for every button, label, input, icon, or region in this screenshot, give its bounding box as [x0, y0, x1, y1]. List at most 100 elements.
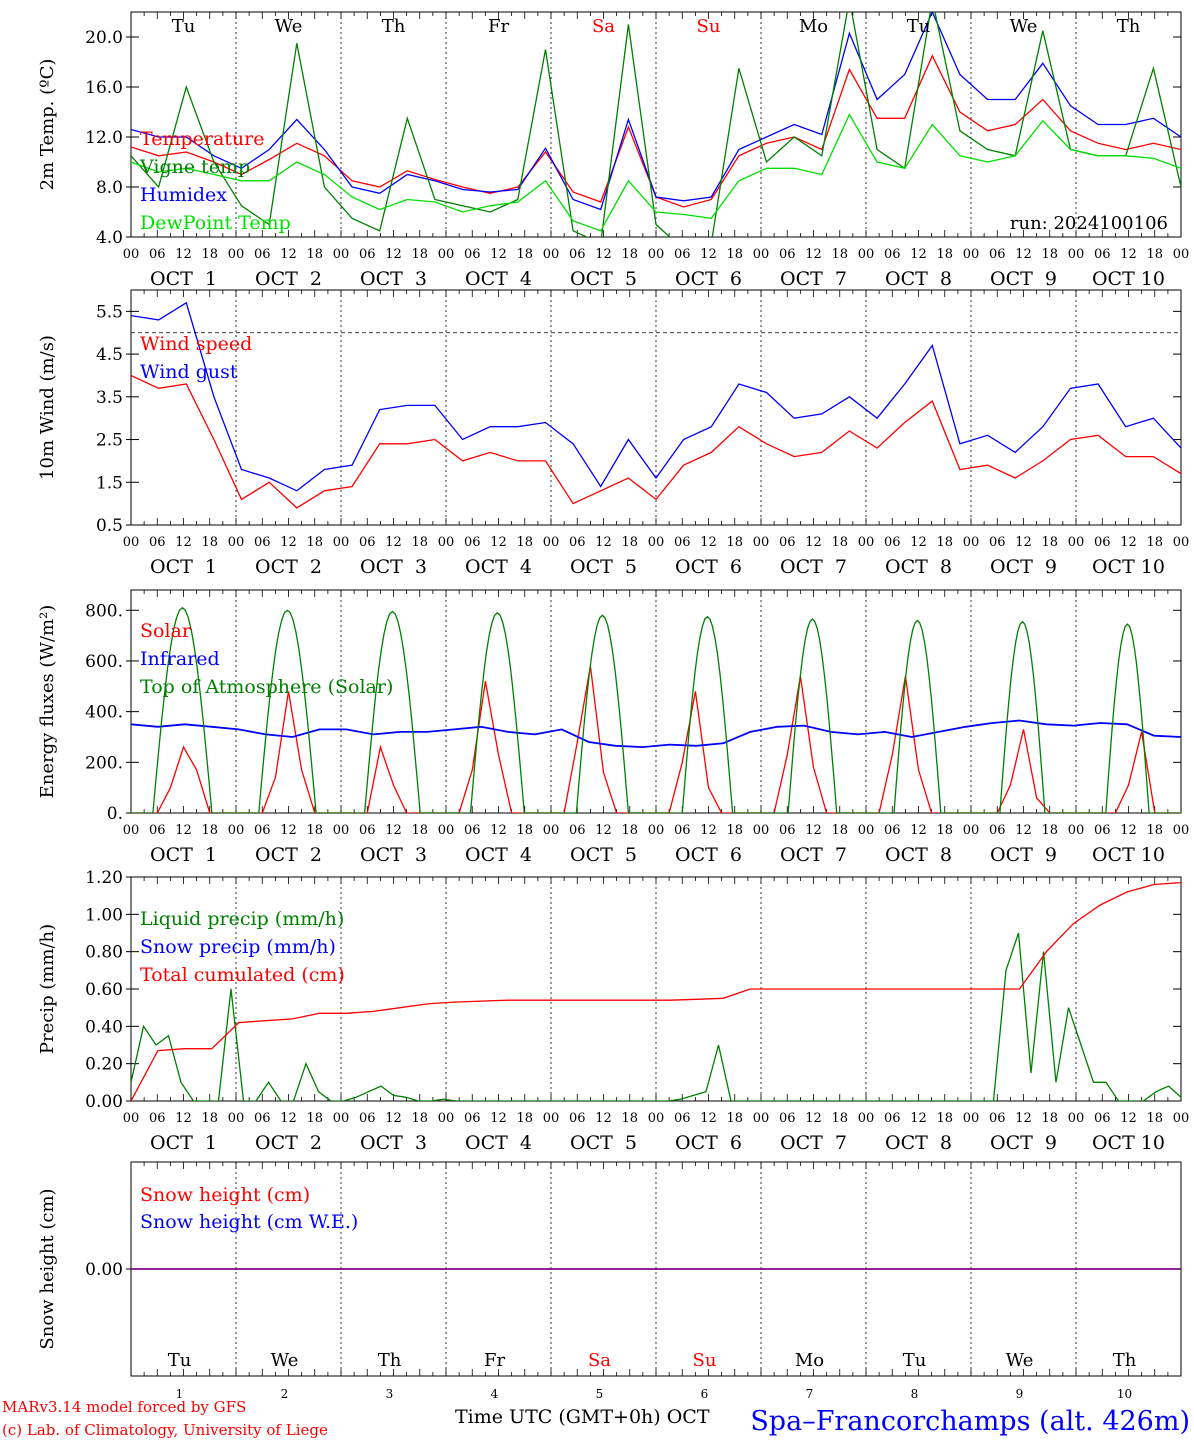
panel-snow: 0.00 Snow height (cm) Snow height (cm) Snow… [37, 1161, 1182, 1401]
hour-tick-label: 18 [201, 823, 218, 838]
y-tick-label: 400. [85, 703, 123, 723]
hour-tick-label: 06 [569, 535, 586, 550]
y-tick-label: 0.20 [85, 1055, 123, 1075]
hour-tick-label: 12 [595, 535, 612, 550]
hour-tick-label: 12 [805, 247, 822, 262]
legend-entry: Snow precip (mm/h) [140, 936, 336, 958]
hour-tick-label: 18 [831, 1111, 848, 1126]
y-axis-label: Snow height (cm) [37, 1188, 58, 1349]
hour-tick-label: 12 [1015, 823, 1032, 838]
hour-tick-label: 18 [1041, 247, 1058, 262]
hour-tick-label: 00 [753, 247, 770, 262]
date-label: OCT 7 [780, 556, 847, 578]
weekday-label: Tu [172, 16, 196, 37]
run-annotation: run: 2024100106 [1010, 213, 1168, 234]
hour-tick-label: 00 [543, 247, 560, 262]
hour-tick-label: 00 [963, 247, 980, 262]
hour-tick-label: 00 [228, 247, 245, 262]
hour-tick-label: 12 [910, 1111, 927, 1126]
date-label: OCT 9 [990, 844, 1057, 866]
hour-tick-label: 12 [595, 823, 612, 838]
hour-tick-label: 12 [595, 247, 612, 262]
hour-tick-label: 18 [726, 1111, 743, 1126]
hour-tick-label: 00 [753, 535, 770, 550]
hour-tick-label: 06 [884, 535, 901, 550]
station-label: Spa–Francorchamps (alt. 426m) [750, 1406, 1190, 1437]
hour-tick-label: 06 [989, 535, 1006, 550]
weekday-label: Th [382, 16, 406, 37]
hour-tick-label: 00 [228, 823, 245, 838]
y-tick-label: 12.0 [85, 128, 123, 148]
hour-tick-label: 18 [516, 823, 533, 838]
hour-tick-label: 06 [254, 247, 271, 262]
hour-tick-label: 00 [123, 823, 140, 838]
hour-tick-label: 12 [280, 1111, 297, 1126]
hour-tick-label: 00 [438, 1111, 455, 1126]
panel-wind: 0.5 1.5 2.5 3.5 4.5 5.5 10m Wind (m/s) Wind spe… [37, 289, 1189, 578]
hour-tick-label: 00 [858, 1111, 875, 1126]
day-number-label: 6 [701, 1387, 709, 1401]
date-label: OCT 4 [465, 556, 532, 578]
legend-entry: Wind speed [140, 333, 252, 355]
weekday-label: Su [697, 16, 721, 37]
date-label: OCT 6 [675, 556, 742, 578]
hour-tick-label: 00 [1068, 247, 1085, 262]
weekday-label: Su [693, 1350, 717, 1371]
hour-tick-label: 06 [674, 535, 691, 550]
hour-tick-label: 18 [936, 247, 953, 262]
legend-entry: Total cumulated (cm) [140, 964, 345, 986]
hour-tick-label: 06 [359, 247, 376, 262]
hour-tick-label: 18 [1146, 823, 1163, 838]
date-label: OCT 5 [570, 844, 637, 866]
lab-credit: (c) Lab. of Climatology, University of L… [2, 1421, 328, 1439]
hour-tick-label: 18 [306, 823, 323, 838]
y-tick-label: 1.00 [85, 905, 123, 925]
hour-tick-label: 06 [254, 535, 271, 550]
hour-tick-label: 06 [464, 247, 481, 262]
hour-tick-label: 06 [779, 535, 796, 550]
legend-entry: Wind gust [140, 361, 238, 383]
date-label: OCT 2 [255, 268, 322, 290]
y-tick-label: 4.5 [96, 345, 123, 365]
hour-tick-label: 00 [1173, 247, 1190, 262]
y-axis-label: Precip (mm/h) [37, 924, 58, 1054]
hour-tick-label: 12 [1120, 823, 1137, 838]
date-label: OCT 7 [780, 268, 847, 290]
date-label: OCT 7 [780, 844, 847, 866]
hour-tick-label: 06 [149, 823, 166, 838]
date-label: OCT 10 [1092, 844, 1165, 866]
series-line-total-cumulated-cm- [131, 881, 1181, 1101]
hour-tick-label: 12 [700, 823, 717, 838]
hour-tick-label: 06 [569, 1111, 586, 1126]
hour-tick-label: 18 [516, 1111, 533, 1126]
hour-tick-label: 12 [1120, 535, 1137, 550]
weekday-label: Th [378, 1350, 402, 1371]
hour-tick-label: 12 [805, 1111, 822, 1126]
hour-tick-label: 06 [779, 247, 796, 262]
legend-entry: Snow height (cm) [140, 1184, 310, 1206]
hour-tick-label: 18 [936, 823, 953, 838]
hour-tick-label: 00 [963, 823, 980, 838]
hour-tick-label: 06 [149, 535, 166, 550]
y-tick-label: 0.80 [85, 943, 123, 963]
hour-tick-label: 12 [805, 823, 822, 838]
legend-entry: Liquid precip (mm/h) [140, 908, 344, 930]
hour-tick-label: 18 [1146, 247, 1163, 262]
y-tick-label: 3.5 [96, 388, 123, 408]
y-tick-label: 8.0 [96, 178, 123, 198]
hour-tick-label: 00 [1068, 535, 1085, 550]
y-tick-label: 0.00 [85, 1260, 123, 1280]
date-label: OCT 8 [885, 268, 952, 290]
hour-tick-label: 18 [1041, 535, 1058, 550]
model-credit: MARv3.14 model forced by GFS [2, 1398, 246, 1416]
hour-tick-label: 18 [621, 823, 638, 838]
date-label: OCT 3 [360, 268, 427, 290]
date-label: OCT 10 [1092, 1132, 1165, 1154]
hour-tick-label: 18 [726, 247, 743, 262]
hour-tick-label: 18 [201, 1111, 218, 1126]
hour-tick-label: 06 [989, 1111, 1006, 1126]
series-line-infrared [131, 719, 1181, 749]
legend-entry: DewPoint Temp [140, 212, 291, 234]
date-label: OCT 6 [675, 844, 742, 866]
hour-tick-label: 12 [175, 823, 192, 838]
